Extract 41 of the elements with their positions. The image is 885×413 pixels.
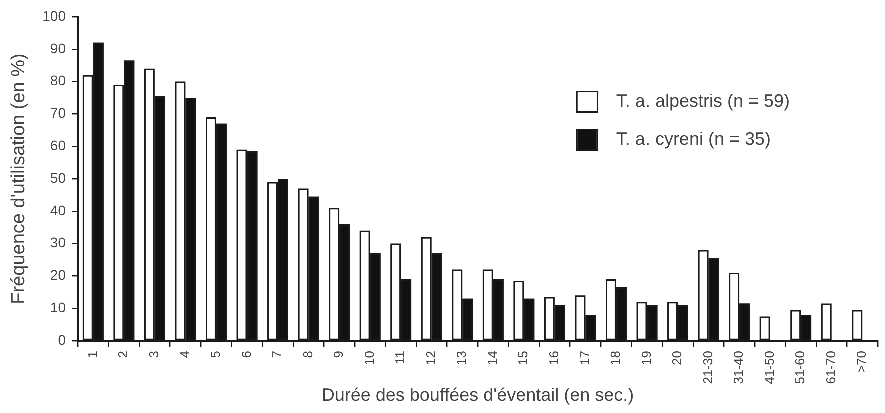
y-tick-label: 20 <box>50 267 66 284</box>
y-tick-label: 100 <box>42 8 66 24</box>
legend-label: T. a. alpestris (n = 59) <box>616 90 790 111</box>
y-tick-label: 60 <box>50 137 66 154</box>
x-tick-label: 1 <box>84 351 100 358</box>
y-tick-label: 40 <box>50 202 66 218</box>
x-tick-label: 51-60 <box>792 351 808 384</box>
x-tick-label: >70 <box>854 351 870 374</box>
x-tick-label: 14 <box>484 351 500 366</box>
x-tick-label: 9 <box>331 351 346 358</box>
x-tick-label: 41-50 <box>762 351 777 384</box>
x-tick-label: 61-70 <box>823 351 838 384</box>
x-tick-label: 12 <box>423 351 438 366</box>
x-tick-label: 10 <box>362 351 377 366</box>
x-tick-label: 16 <box>546 351 562 366</box>
y-tick-label: 30 <box>50 234 66 251</box>
y-tick-label: 0 <box>58 332 66 348</box>
x-tick-label: 6 <box>238 351 254 358</box>
x-tick-label: 18 <box>608 351 624 366</box>
y-tick-label: 50 <box>50 170 66 186</box>
x-tick-label: 19 <box>638 351 654 366</box>
x-tick-label: 4 <box>177 351 192 358</box>
x-tick-label: 2 <box>116 351 131 358</box>
x-axis-title: Durée des bouffées d'éventail (en sec.) <box>322 385 634 406</box>
x-tick-label: 3 <box>146 351 162 358</box>
x-tick-label: 13 <box>454 351 470 366</box>
x-tick-label: 15 <box>516 351 531 366</box>
x-tick-label: 11 <box>392 351 408 364</box>
x-tick-label: 7 <box>270 351 285 358</box>
x-tick-label: 21-30 <box>700 351 716 384</box>
legend-label: T. a. cyreni (n = 35) <box>616 128 772 149</box>
x-tick-label: 17 <box>577 351 592 366</box>
y-tick-label: 90 <box>50 40 66 56</box>
x-tick-label: 31-40 <box>731 351 746 384</box>
y-tick-label: 10 <box>50 299 66 316</box>
y-tick-label: 70 <box>50 105 66 122</box>
x-tick-label: 5 <box>208 351 224 358</box>
x-tick-label: 8 <box>300 351 316 358</box>
x-tick-label: 20 <box>670 351 685 366</box>
y-axis-title: Fréquence d'utilisation (en %) <box>8 54 30 304</box>
y-tick-label: 80 <box>50 72 66 89</box>
